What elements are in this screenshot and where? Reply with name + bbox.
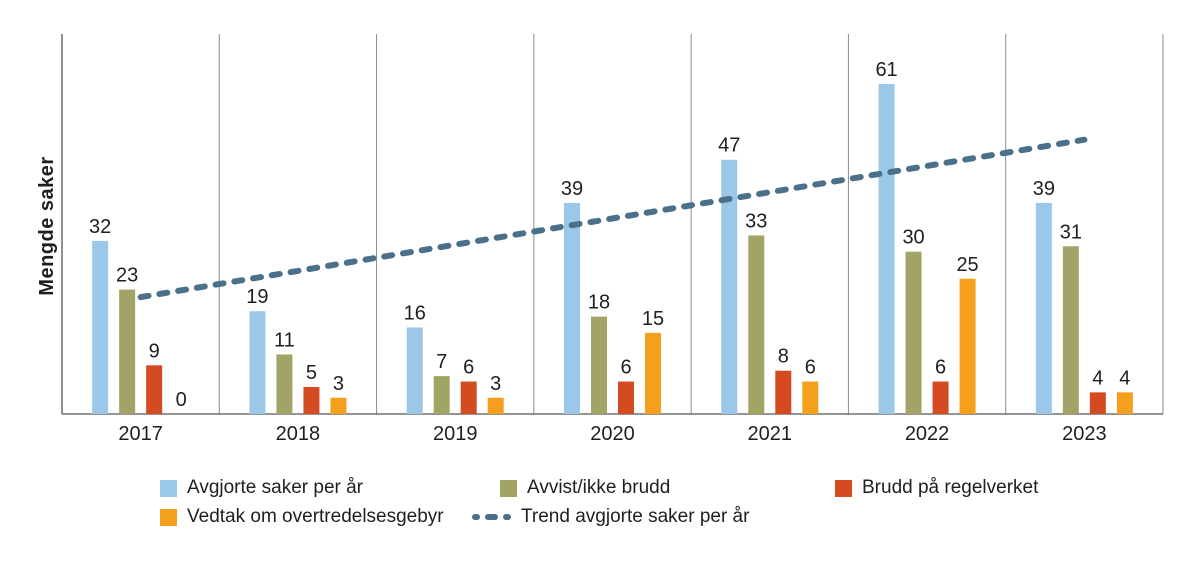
- legend-label: Brudd på regelverket: [862, 477, 1039, 498]
- bar-value-label: 61: [875, 59, 897, 81]
- bar-value-label: 15: [642, 308, 664, 330]
- legend-label: Avgjorte saker per år: [187, 477, 364, 498]
- dash-segment: [472, 514, 480, 520]
- bar-value-label: 3: [333, 373, 344, 395]
- bar-value-label: 0: [176, 389, 187, 411]
- bar-value-label: 18: [588, 292, 610, 314]
- bar-value-label: 4: [1092, 367, 1103, 389]
- x-tick-label-2020: 2020: [590, 423, 635, 445]
- bar-value-label: 9: [149, 340, 160, 362]
- x-tick-label-2021: 2021: [748, 423, 793, 445]
- bar-avvist-ikke-brudd-2017: [119, 289, 136, 414]
- bar-value-label: 25: [956, 254, 978, 276]
- bar-avvist-ikke-brudd-2021: [748, 235, 765, 414]
- bar-avvist-ikke-brudd-2022: [905, 251, 922, 414]
- bar-avgjorte-saker-per-ar-2019: [406, 327, 423, 414]
- bar-value-label: 5: [306, 362, 317, 384]
- bar-value-label: 30: [902, 227, 924, 249]
- legend-item-avgjorte-saker-per-ar: Avgjorte saker per år: [160, 477, 364, 498]
- bar-value-label: 39: [1033, 178, 1055, 200]
- bar-value-label: 19: [246, 286, 268, 308]
- bar-value-label: 31: [1060, 221, 1082, 243]
- bar-avgjorte-saker-per-ar-2021: [721, 159, 738, 414]
- bar-value-label: 32: [89, 216, 111, 238]
- legend-label: Avvist/ikke brudd: [527, 477, 671, 498]
- bar-avvist-ikke-brudd-2020: [591, 316, 607, 414]
- x-tick-label-2022: 2022: [905, 423, 950, 445]
- dash-segment: [503, 514, 511, 520]
- bar-value-label: 7: [436, 351, 447, 373]
- y-axis-title: Mengde saker: [36, 156, 58, 295]
- bar-avvist-ikke-brudd-2018: [276, 354, 293, 414]
- bar-avgjorte-saker-per-ar-2017: [92, 240, 109, 414]
- bar-brudd-pa-regelverket-2021: [775, 370, 792, 414]
- bar-brudd-pa-regelverket-2023: [1089, 392, 1106, 414]
- trend-line: [137, 136, 1088, 301]
- bar-brudd-pa-regelverket-2020: [618, 381, 634, 414]
- x-tick-label-2019: 2019: [433, 423, 478, 445]
- legend-swatch-icon: [500, 479, 517, 497]
- bar-value-label: 6: [463, 357, 474, 379]
- bar-value-label: 6: [805, 357, 816, 379]
- bar-value-label: 23: [116, 265, 138, 287]
- bar-value-label: 47: [718, 135, 740, 157]
- dashed-line-icon: [472, 514, 511, 520]
- legend-label: Vedtak om overtredelsesgebyr: [187, 506, 444, 527]
- legend-item-brudd-pa-regelverket: Brudd på regelverket: [835, 477, 1039, 498]
- bar-brudd-pa-regelverket-2018: [303, 386, 320, 414]
- bar-avvist-ikke-brudd-2019: [433, 376, 450, 414]
- bar-value-label: 11: [274, 329, 295, 351]
- bar-value-label: 16: [404, 302, 426, 324]
- x-tick-label-2018: 2018: [276, 423, 321, 445]
- bar-vedtak-om-overtredelsesgebyr-2023: [1116, 392, 1133, 414]
- dash-segment: [485, 514, 498, 520]
- bar-vedtak-om-overtredelsesgebyr-2021: [802, 381, 819, 414]
- bar-avgjorte-saker-per-ar-2018: [249, 311, 266, 414]
- bar-brudd-pa-regelverket-2019: [460, 381, 477, 414]
- bar-value-label: 6: [935, 357, 946, 379]
- bar-value-label: 6: [620, 357, 631, 379]
- bar-vedtak-om-overtredelsesgebyr-2022: [959, 278, 976, 414]
- x-tick-label-2023: 2023: [1062, 423, 1107, 445]
- legend-swatch-icon: [160, 508, 177, 526]
- bar-avgjorte-saker-per-ar-2023: [1035, 203, 1052, 414]
- bar-avvist-ikke-brudd-2023: [1062, 246, 1079, 414]
- legend-item-trend-avgjorte-saker-per-ar: Trend avgjorte saker per år: [472, 506, 750, 527]
- legend-swatch-icon: [160, 479, 177, 497]
- bar-value-label: 4: [1119, 367, 1130, 389]
- bar-vedtak-om-overtredelsesgebyr-2018: [330, 397, 347, 414]
- legend-item-vedtak-om-overtredelsesgebyr: Vedtak om overtredelsesgebyr: [160, 506, 444, 527]
- bar-avgjorte-saker-per-ar-2020: [564, 203, 580, 414]
- bar-vedtak-om-overtredelsesgebyr-2019: [487, 397, 504, 414]
- bar-vedtak-om-overtredelsesgebyr-2020: [645, 332, 661, 414]
- bar-brudd-pa-regelverket-2022: [932, 381, 949, 414]
- bar-avgjorte-saker-per-ar-2022: [878, 83, 895, 415]
- bar-brudd-pa-regelverket-2017: [146, 365, 163, 414]
- bar-value-label: 8: [778, 346, 789, 368]
- bar-value-label: 39: [561, 178, 583, 200]
- x-tick-label-2017: 2017: [118, 423, 163, 445]
- legend-label: Trend avgjorte saker per år: [521, 506, 750, 527]
- legend-swatch-icon: [835, 479, 852, 497]
- legend-item-avvist-ikke-brudd: Avvist/ikke brudd: [500, 477, 671, 498]
- bar-value-label: 33: [745, 210, 767, 232]
- bar-value-label: 3: [490, 373, 501, 395]
